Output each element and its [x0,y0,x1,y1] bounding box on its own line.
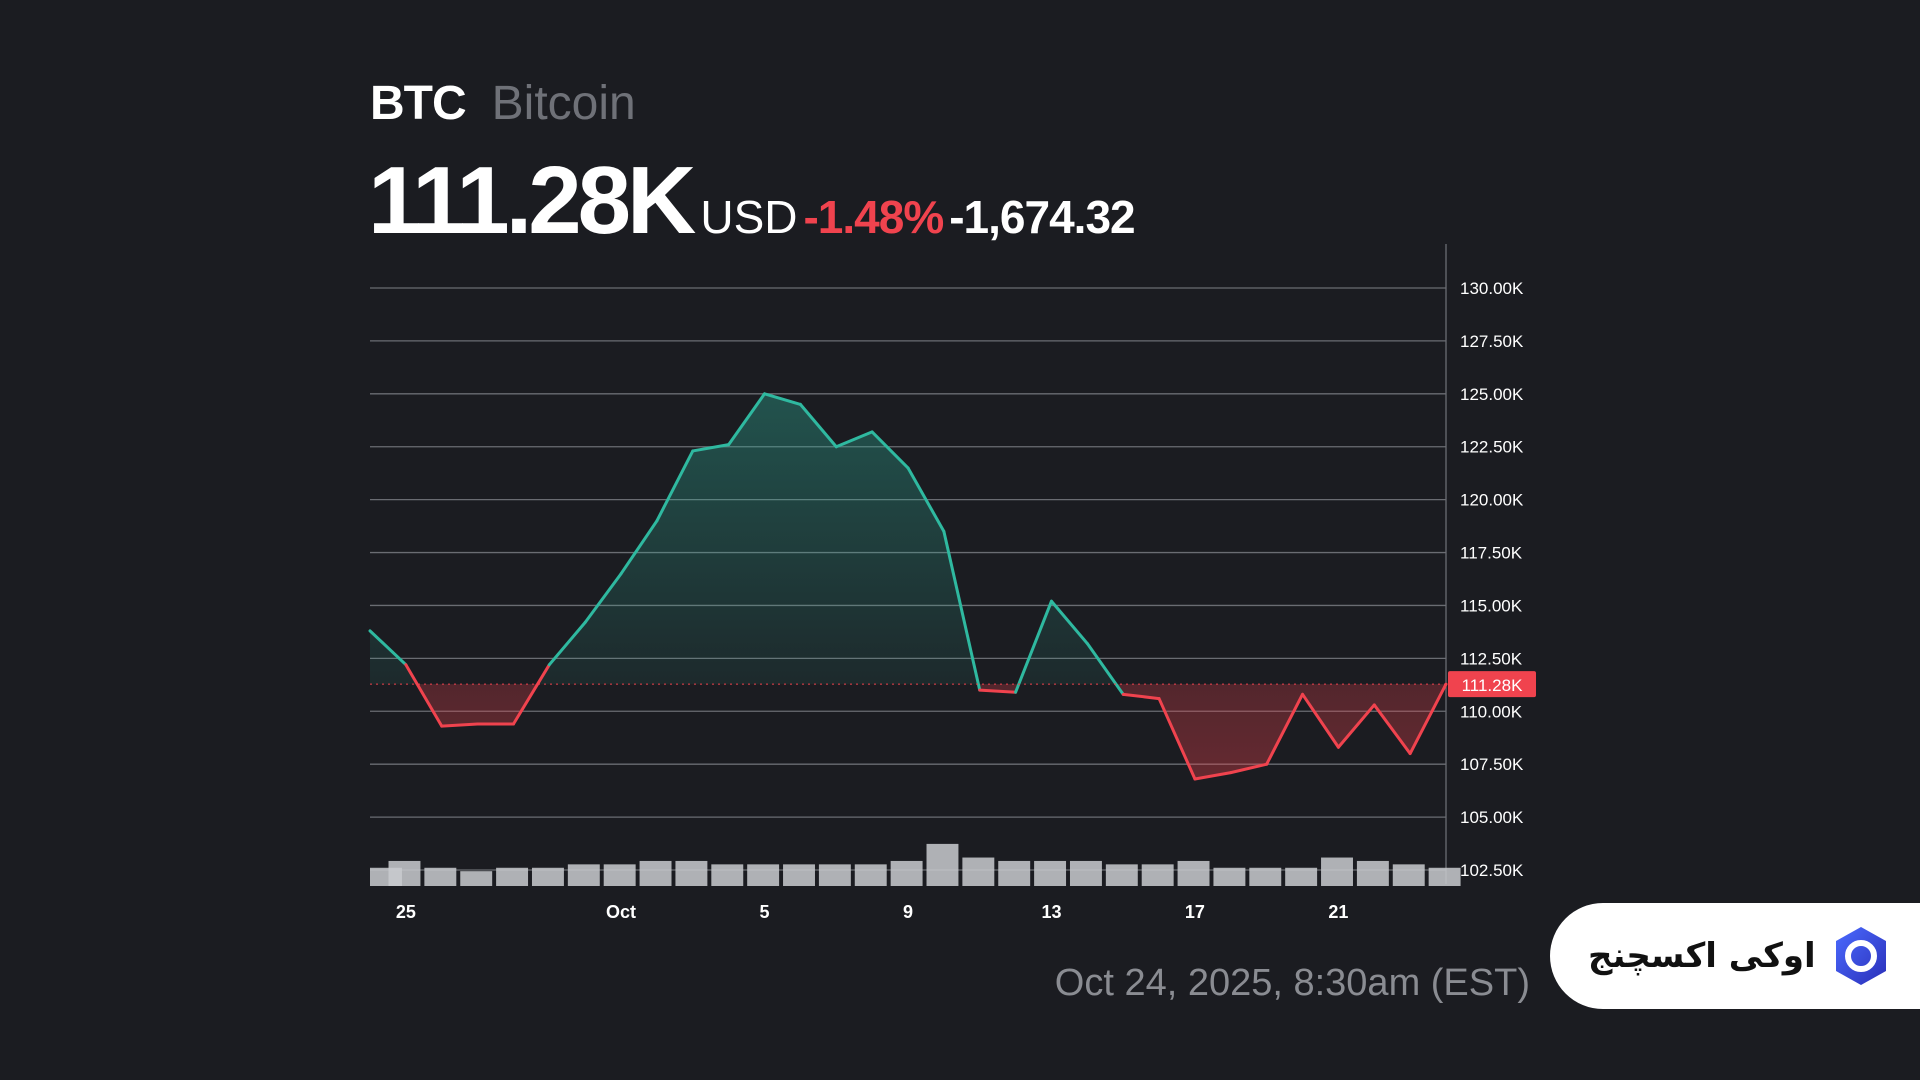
y-tick-label: 117.50K [1460,544,1523,563]
currency-label: USD [700,191,798,243]
volume-bar [818,864,851,886]
price-line-segment [1193,771,1233,781]
y-tick-label: 120.00K [1460,491,1524,510]
asset-ticker: BTC [370,77,467,130]
price-area-down [417,684,1446,779]
asset-name: Bitcoin [491,77,636,130]
price-line-segment [763,392,802,406]
volume-bar [890,860,923,886]
volume-bar [567,864,600,886]
volume-bar [1034,860,1067,886]
x-tick-label: 5 [760,902,770,922]
volume-bar [747,864,780,886]
price-line-segment [547,620,587,667]
price-line-segment [1408,682,1448,756]
chart-timestamp: Oct 24, 2025, 8:30am (EST) [1054,962,1530,1004]
price-line-segment [1157,697,1197,781]
brand-badge[interactable]: اوکی اکسچنج [1550,903,1920,1009]
price-line-segment [870,430,910,470]
y-tick-label: 125.00K [1460,385,1524,404]
current-price-tag [1448,671,1536,698]
price-line-segment [619,519,659,576]
volume-bar [1105,864,1138,886]
volume-bar [962,857,995,886]
price-line-segment [511,663,551,726]
volume-bar [1285,867,1318,886]
price-line-segment [404,663,444,728]
price-line-segment [1265,692,1305,766]
x-tick-label: 9 [903,902,913,922]
volume-bar [1141,864,1174,886]
volume-bar [388,860,421,886]
y-tick-label: 115.00K [1460,596,1523,615]
price-line-segment [1301,692,1340,749]
volume-bar [1321,857,1353,886]
volume-bar [424,867,457,886]
price-line-segment [1049,599,1089,646]
volume-bar [639,860,672,886]
price-line-segment [727,392,767,447]
change-absolute: -1,674.32 [949,191,1135,243]
price-line-segment [655,449,695,523]
price-area-up [370,393,1446,685]
current-price-tag-label: 111.28K [1462,676,1523,695]
volume-bar [1356,860,1389,886]
asset-header: BTC Bitcoin [370,76,636,131]
x-tick-label: 21 [1328,902,1348,922]
brand-label: اوکی اکسچنج [1588,936,1816,976]
y-tick-label: 110.00K [1460,702,1523,721]
price-line-segment [942,529,982,692]
price-line-segment [798,402,838,449]
price-line-segment [1372,703,1412,756]
volume-bar [460,871,493,886]
y-tick-label: 107.50K [1460,755,1524,774]
current-price: 111.28K [368,147,696,254]
volume-bar [1177,860,1210,886]
price-line-segment [1085,642,1125,696]
y-tick-label: 105.00K [1460,808,1524,827]
y-tick-label: 122.50K [1460,438,1524,457]
price-line-segment [1014,599,1053,694]
y-tick-label: 127.50K [1460,332,1524,351]
okx-hexagon-logo-icon [1835,927,1886,985]
price-line-segment [1229,762,1269,775]
y-tick-label: 130.00K [1460,279,1524,298]
y-tick-label: 102.50K [1460,861,1524,880]
x-tick-label: Oct [606,902,636,922]
x-tick-label: 25 [396,902,416,922]
price-line-segment [834,430,874,449]
volume-bar [854,864,887,886]
volume-bar [926,843,959,886]
volume-bar [1249,867,1282,886]
price-line-segment [1336,703,1376,749]
price-line-segment [1121,692,1161,701]
y-tick-label: 112.50K [1460,649,1523,668]
price-row: 111.28K USD -1.48% -1,674.32 [368,146,1136,256]
price-line-segment [440,722,480,728]
volume-bar [496,867,529,886]
x-tick-label: 17 [1185,902,1205,922]
x-tick-label: 13 [1041,902,1061,922]
volume-bar [711,864,744,886]
volume-bar [675,860,708,886]
price-line-segment [368,629,408,667]
change-percent: -1.48% [803,191,944,243]
price-line-segment [978,688,1018,694]
price-line-segment [583,572,623,624]
volume-bar [1213,867,1246,886]
volume-bar [1069,860,1102,886]
volume-bar [1428,867,1461,886]
volume-bar [1392,864,1425,886]
price-line-segment [691,443,731,453]
volume-bar [531,867,564,886]
volume-bar [603,864,636,886]
price-line-segment [906,466,946,533]
volume-bar [783,864,815,886]
volume-bar [998,860,1031,886]
